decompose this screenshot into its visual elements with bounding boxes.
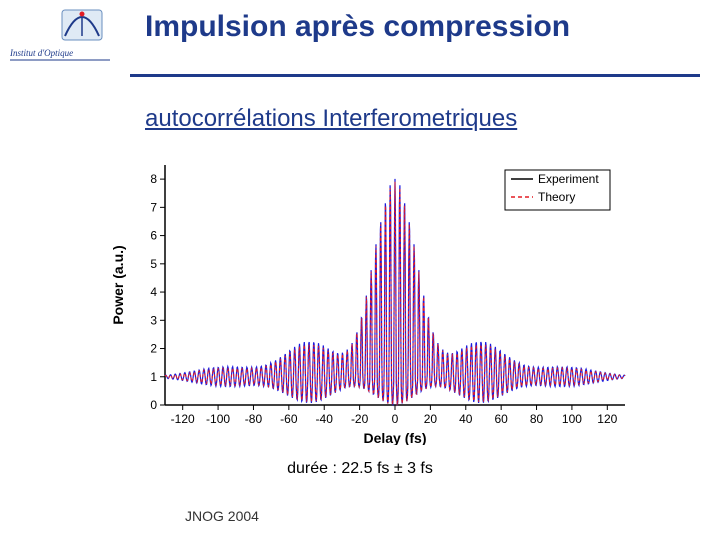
svg-text:80: 80 [530,412,544,426]
autocorrelation-chart: 0 1 2 3 4 5 6 7 8 -120 -100 -80 -60 -40 -20 0 20 40 60 80 10… [105,155,645,445]
svg-text:0: 0 [392,412,399,426]
svg-text:4: 4 [150,285,157,299]
svg-text:6: 6 [150,229,157,243]
svg-text:Experiment: Experiment [538,172,599,186]
svg-text:20: 20 [424,412,438,426]
svg-text:Power (a.u.): Power (a.u.) [110,245,126,324]
svg-text:120: 120 [597,412,617,426]
svg-text:-60: -60 [280,412,298,426]
svg-text:1: 1 [150,370,157,384]
title-underline [130,74,700,77]
slide-title: Impulsion après compression [145,10,570,44]
svg-text:-100: -100 [206,412,230,426]
svg-text:60: 60 [494,412,508,426]
svg-text:-120: -120 [171,412,195,426]
institute-logo: Institut d'Optique [10,8,110,70]
svg-text:Theory: Theory [538,190,575,204]
svg-text:40: 40 [459,412,473,426]
svg-text:5: 5 [150,257,157,271]
svg-text:Institut d'Optique: Institut d'Optique [10,48,73,58]
svg-text:7: 7 [150,200,157,214]
svg-text:-40: -40 [316,412,334,426]
duration-caption: durée : 22.5 fs ± 3 fs [0,460,720,478]
svg-text:2: 2 [150,342,157,356]
svg-text:3: 3 [150,313,157,327]
svg-text:8: 8 [150,172,157,186]
svg-text:-20: -20 [351,412,369,426]
svg-text:100: 100 [562,412,582,426]
footer-text: JNOG 2004 [185,508,259,524]
svg-text:0: 0 [150,398,157,412]
subtitle: autocorrélations Interferometriques [145,105,517,133]
svg-text:-80: -80 [245,412,263,426]
svg-text:Delay (fs): Delay (fs) [363,430,426,445]
